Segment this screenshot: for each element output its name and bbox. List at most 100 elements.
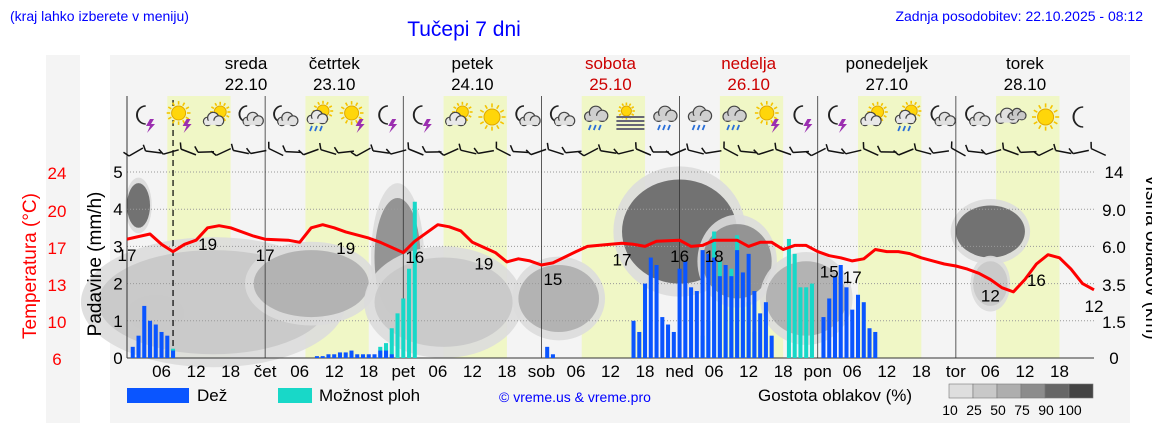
temperature-label: 19 — [198, 235, 217, 254]
sun-disc — [344, 105, 360, 121]
sun-cloud-icon — [202, 101, 231, 127]
sun-storm-icon — [166, 101, 192, 133]
sun-ray — [773, 106, 778, 110]
wind-barb — [665, 148, 687, 156]
wind-feather — [318, 142, 322, 150]
sun-ray — [479, 121, 485, 125]
wind-barb — [407, 142, 424, 156]
rain-bar — [867, 328, 872, 358]
temperature-tick: 17 — [48, 239, 67, 258]
sun-rain-icon — [894, 100, 922, 132]
wind-barb — [473, 147, 495, 155]
x-tick-label: 06 — [567, 362, 586, 381]
sun-ray — [621, 103, 625, 107]
sun-ray — [456, 102, 460, 107]
wind-barb — [1001, 142, 1019, 156]
rain-bar — [332, 354, 337, 358]
precipitation-axis-title: Padavine (mm/h) — [85, 192, 106, 337]
sun-ray — [344, 102, 349, 107]
wind-shaft — [898, 148, 914, 156]
temperature-label: 12 — [981, 286, 1000, 305]
wind-barb — [179, 142, 197, 156]
cloud-base — [308, 118, 326, 123]
rain-bar — [337, 352, 342, 358]
copyright-link[interactable]: © vreme.us & vreme.pro — [499, 389, 651, 405]
rain-bar — [171, 350, 176, 358]
cloud-base — [936, 120, 954, 125]
wind-barb — [525, 148, 547, 156]
x-tick-label: 06 — [705, 362, 724, 381]
wind-feather — [928, 147, 934, 154]
cloud-icon — [995, 107, 1027, 125]
wind-shaft — [356, 147, 371, 157]
moon-storm-icon — [136, 105, 155, 133]
x-tick-label: ned — [665, 362, 693, 381]
wind-barb — [723, 141, 739, 157]
precipitation-tick: 2 — [113, 275, 122, 294]
wind-feather — [282, 145, 287, 152]
wind-barb — [737, 144, 757, 154]
cloud-density-level: 100 — [1058, 402, 1082, 418]
sun-rain-icon — [306, 100, 334, 132]
rain-bar — [355, 354, 360, 358]
sun-ray — [914, 101, 917, 106]
cloud-height-tick: 9.0 — [1102, 201, 1126, 220]
sun-ray — [210, 106, 215, 110]
wind-barb — [701, 147, 722, 154]
cloud-base — [896, 118, 914, 123]
showers-bar — [798, 287, 803, 358]
sun-disc — [620, 105, 632, 117]
sun-ray — [214, 102, 218, 107]
x-tick-label: 18 — [359, 362, 378, 381]
cloud-shape — [276, 111, 299, 127]
rain-bar — [735, 250, 740, 358]
wind-shaft — [845, 149, 862, 155]
showers-bar — [804, 287, 809, 358]
moon-shape — [378, 105, 388, 125]
day-date: 25.10 — [589, 75, 632, 94]
x-tick-label: pet — [391, 362, 415, 381]
sun-ray — [468, 114, 472, 118]
rain-drop — [667, 124, 671, 131]
rain-bar — [372, 354, 377, 358]
wind-feather — [1053, 143, 1057, 151]
location-hint[interactable]: (kraj lahko izberete v meniju) — [10, 8, 189, 24]
wind-barb — [964, 144, 985, 154]
x-tick-label: 06 — [843, 362, 862, 381]
sun-storm-icon — [754, 101, 780, 133]
wind-shaft — [303, 148, 319, 156]
wind-shaft — [985, 148, 1002, 156]
moon-shape — [828, 105, 838, 125]
rain-drop — [314, 125, 318, 132]
sun-ray — [917, 113, 921, 117]
wind-feather — [825, 143, 829, 151]
wind-feather — [267, 141, 270, 149]
wind-shaft — [268, 147, 284, 157]
sun-disc — [1037, 108, 1055, 126]
wind-feather — [613, 148, 619, 155]
sun-ray — [223, 102, 226, 107]
temperature-label: 16 — [1027, 271, 1046, 290]
cloud-base — [655, 115, 675, 121]
rain-bar — [689, 287, 694, 358]
wind-feather — [525, 149, 532, 156]
x-tick-label: 12 — [739, 362, 758, 381]
showers-legend-label: Možnost ploh — [319, 386, 420, 405]
sun-ray — [171, 102, 176, 107]
rain-bar — [136, 335, 141, 358]
rain-bar — [861, 302, 866, 358]
wind-shaft — [163, 149, 179, 155]
cloud-rain-icon — [653, 105, 678, 131]
rain-bar — [320, 356, 325, 358]
wind-shaft — [496, 147, 511, 157]
rain-bar — [763, 302, 768, 358]
wind-shaft — [285, 150, 302, 154]
rain-bar — [677, 268, 682, 358]
sun-ray — [317, 101, 321, 106]
x-tick-label: 18 — [912, 362, 931, 381]
wind-feather — [788, 146, 794, 153]
cloud-shape — [242, 111, 264, 127]
sun-ray — [631, 106, 635, 109]
cloud-density-area — [973, 261, 1008, 306]
